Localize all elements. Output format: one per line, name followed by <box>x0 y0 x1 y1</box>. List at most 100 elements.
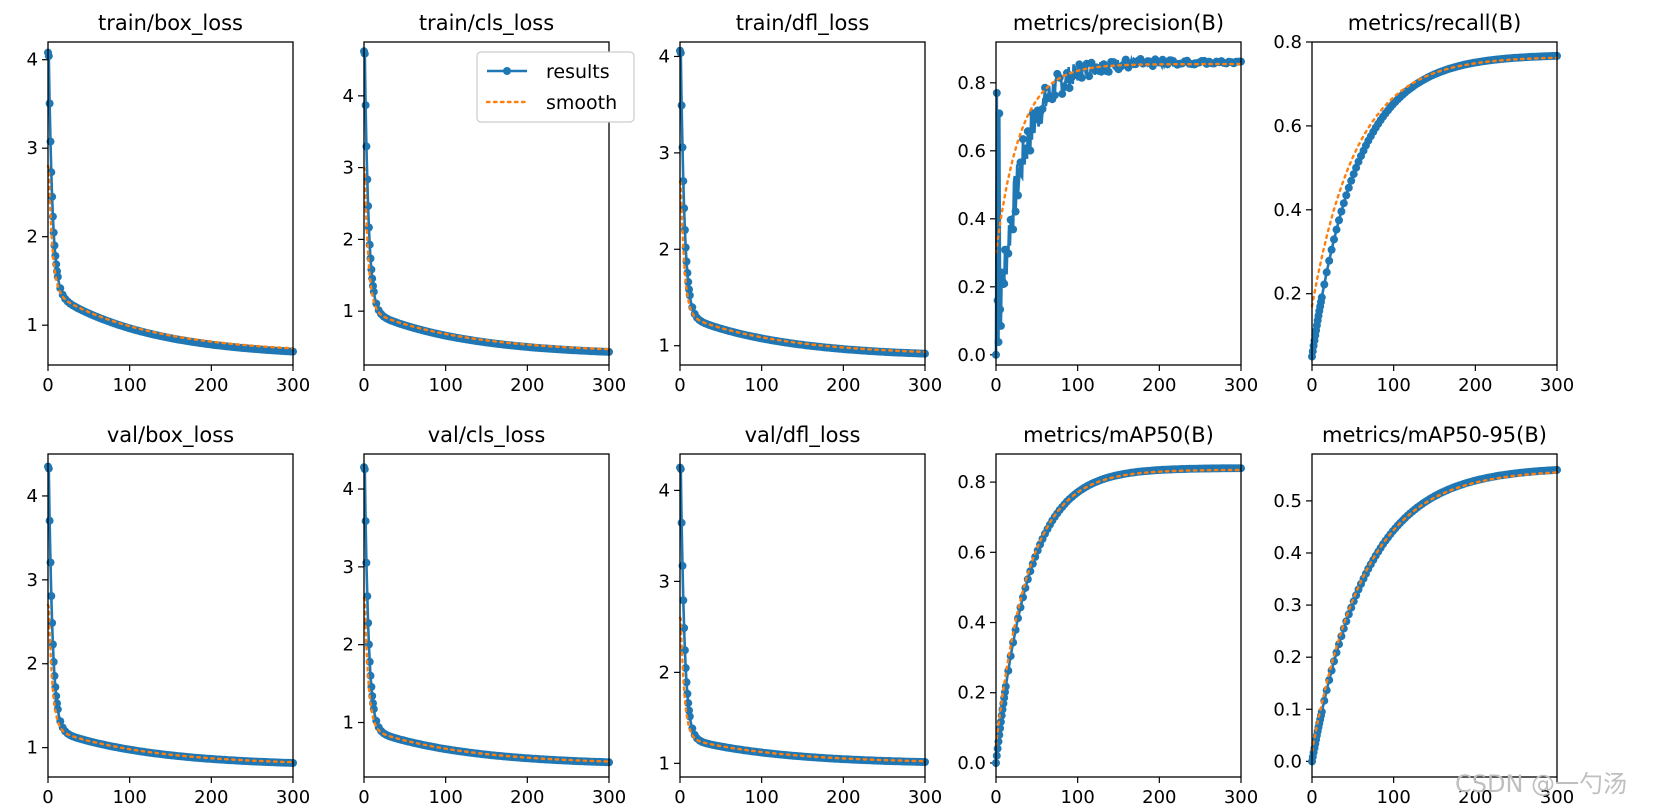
data-point <box>1041 83 1049 92</box>
subplot-9: metrics/mAP50-95(B) 0 100 200 300 0.0 0.1 0.2 0.… <box>1273 423 1574 808</box>
y-tick-label: 1 <box>659 336 670 357</box>
watermark-text: CSDN @一勺汤 <box>1455 770 1627 798</box>
x-tick-label: 100 <box>744 375 778 396</box>
x-tick-label: 100 <box>428 375 462 396</box>
y-tick-label: 0.6 <box>957 542 986 563</box>
y-tick-label: 3 <box>27 138 38 159</box>
data-point <box>1317 293 1326 302</box>
legend-box <box>476 51 635 123</box>
x-tick-label: 0 <box>990 787 1001 808</box>
data-point <box>1352 163 1361 172</box>
axes-frame <box>995 41 1242 366</box>
y-tick-label: 0.1 <box>1273 699 1302 720</box>
x-tick-label: 100 <box>1060 375 1094 396</box>
y-tick-label: 0.2 <box>1273 647 1302 668</box>
y-tick-label: 2 <box>343 229 354 250</box>
y-tick-label: 4 <box>659 480 670 501</box>
y-tick-label: 3 <box>343 557 354 578</box>
y-tick-label: 2 <box>27 654 38 675</box>
subplot-title: val/box_loss <box>107 423 234 448</box>
subplot-1: train/cls_loss 0 100 200 300 1 2 3 4 <box>343 11 627 396</box>
data-point <box>677 101 686 110</box>
x-tick-label: 200 <box>194 787 228 808</box>
data-point <box>44 464 53 473</box>
data-point <box>1026 146 1035 155</box>
data-point <box>1016 158 1025 167</box>
legend-results-marker <box>503 67 511 75</box>
x-tick-label: 0 <box>42 375 53 396</box>
data-point <box>360 49 369 58</box>
data-point <box>44 52 53 61</box>
x-tick-label: 300 <box>908 787 942 808</box>
subplot-7: val/dfl_loss 0 100 200 300 1 2 3 4 <box>659 423 943 808</box>
x-tick-label: 200 <box>510 375 544 396</box>
subplot-0: train/box_loss 0 100 200 300 1 2 3 4 <box>27 11 311 396</box>
x-tick-label: 0 <box>1306 375 1317 396</box>
data-point <box>1320 280 1329 289</box>
x-tick-label: 300 <box>592 375 626 396</box>
x-tick-label: 200 <box>1458 787 1492 808</box>
y-tick-label: 0.2 <box>957 277 986 298</box>
y-tick-label: 0.6 <box>957 141 986 162</box>
x-tick-label: 300 <box>1224 787 1258 808</box>
data-point <box>1014 191 1022 200</box>
smooth-line <box>46 603 295 764</box>
smooth-line <box>1310 471 1559 753</box>
x-tick-label: 200 <box>826 375 860 396</box>
data-point <box>1019 135 1027 144</box>
axes-frame <box>363 453 610 778</box>
data-point <box>1344 183 1353 192</box>
y-tick-label: 3 <box>27 570 38 591</box>
data-point <box>1000 279 1009 288</box>
x-tick-label: 200 <box>194 375 228 396</box>
data-point <box>1322 268 1331 277</box>
axes-frame <box>679 453 926 778</box>
x-tick-label: 300 <box>1540 375 1574 396</box>
y-tick-label: 4 <box>343 479 354 500</box>
y-tick-label: 1 <box>659 753 670 774</box>
axes-frame <box>47 41 294 366</box>
x-tick-label: 0 <box>358 787 369 808</box>
data-point <box>996 305 1005 314</box>
data-point <box>1347 176 1356 185</box>
data-point <box>1104 67 1113 76</box>
smooth-line <box>1310 56 1559 308</box>
x-tick-label: 0 <box>674 787 685 808</box>
y-tick-label: 0.3 <box>1273 595 1302 616</box>
x-tick-label: 100 <box>1376 787 1410 808</box>
x-tick-label: 200 <box>1458 375 1492 396</box>
data-point <box>1006 215 1015 224</box>
y-tick-label: 0.8 <box>1273 32 1302 53</box>
smooth-line <box>678 180 927 354</box>
y-tick-label: 0.0 <box>1273 751 1302 772</box>
x-tick-label: 100 <box>428 787 462 808</box>
legend-results-label: results <box>546 61 610 83</box>
data-point <box>679 596 688 605</box>
subplot-title: val/dfl_loss <box>745 423 861 448</box>
y-tick-label: 1 <box>343 301 354 322</box>
smooth-line <box>994 468 1243 747</box>
data-point <box>1038 105 1047 113</box>
subplot-3: metrics/precision(B) 0 100 200 300 0.0 0.2 0.4 0… <box>957 11 1258 396</box>
subplot-title: metrics/recall(B) <box>1348 11 1522 35</box>
axes-frame <box>47 453 294 778</box>
smooth-line <box>362 166 611 351</box>
smooth-line <box>678 616 927 763</box>
data-point <box>996 321 1005 330</box>
x-tick-label: 300 <box>908 375 942 396</box>
y-tick-label: 4 <box>27 486 38 507</box>
y-tick-label: 2 <box>27 227 38 248</box>
data-point <box>992 89 1001 97</box>
y-tick-label: 1 <box>343 713 354 734</box>
y-tick-label: 1 <box>27 738 38 759</box>
x-tick-label: 0 <box>42 787 53 808</box>
x-tick-label: 0 <box>990 375 1001 396</box>
x-tick-label: 0 <box>358 375 369 396</box>
data-point <box>1342 617 1351 626</box>
data-point <box>45 99 54 108</box>
y-tick-label: 0.0 <box>957 753 986 774</box>
y-tick-label: 1 <box>27 315 38 336</box>
smooth-line <box>46 164 295 350</box>
data-point <box>361 517 370 526</box>
